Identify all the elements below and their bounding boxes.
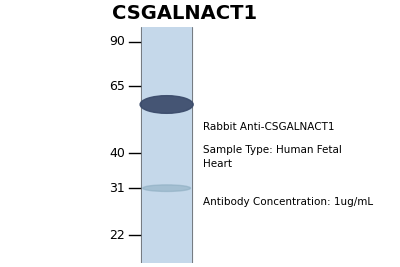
Text: Rabbit Anti-CSGALNACT1: Rabbit Anti-CSGALNACT1 xyxy=(203,121,334,132)
Ellipse shape xyxy=(140,96,193,113)
Text: CSGALNACT1: CSGALNACT1 xyxy=(112,3,257,23)
Text: Heart: Heart xyxy=(203,159,232,169)
Text: 40: 40 xyxy=(109,147,125,160)
Text: 65: 65 xyxy=(109,80,125,93)
Text: 90: 90 xyxy=(109,35,125,48)
Text: 22: 22 xyxy=(109,229,125,242)
Ellipse shape xyxy=(143,185,190,191)
Bar xyxy=(141,27,192,263)
Text: Antibody Concentration: 1ug/mL: Antibody Concentration: 1ug/mL xyxy=(203,197,373,207)
Text: Sample Type: Human Fetal: Sample Type: Human Fetal xyxy=(203,145,342,155)
Text: 31: 31 xyxy=(109,182,125,195)
